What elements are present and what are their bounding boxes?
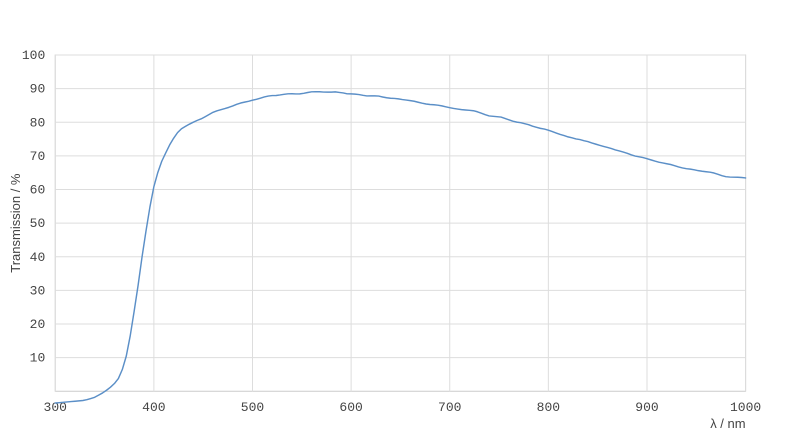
svg-text:1000: 1000 xyxy=(730,400,761,415)
svg-text:50: 50 xyxy=(30,216,46,231)
svg-text:λ / nm: λ / nm xyxy=(710,416,745,431)
svg-text:500: 500 xyxy=(241,400,264,415)
svg-text:100: 100 xyxy=(22,48,45,63)
svg-text:80: 80 xyxy=(30,115,46,130)
svg-text:60: 60 xyxy=(30,183,46,198)
svg-text:700: 700 xyxy=(438,400,461,415)
svg-text:20: 20 xyxy=(30,317,46,332)
svg-text:10: 10 xyxy=(30,351,46,366)
svg-text:900: 900 xyxy=(635,400,658,415)
svg-text:70: 70 xyxy=(30,149,46,164)
svg-text:90: 90 xyxy=(30,82,46,97)
svg-text:40: 40 xyxy=(30,250,46,265)
svg-text:600: 600 xyxy=(339,400,362,415)
svg-text:400: 400 xyxy=(142,400,165,415)
svg-text:Transmission / %: Transmission / % xyxy=(8,173,23,273)
svg-text:30: 30 xyxy=(30,283,46,298)
svg-text:800: 800 xyxy=(537,400,560,415)
